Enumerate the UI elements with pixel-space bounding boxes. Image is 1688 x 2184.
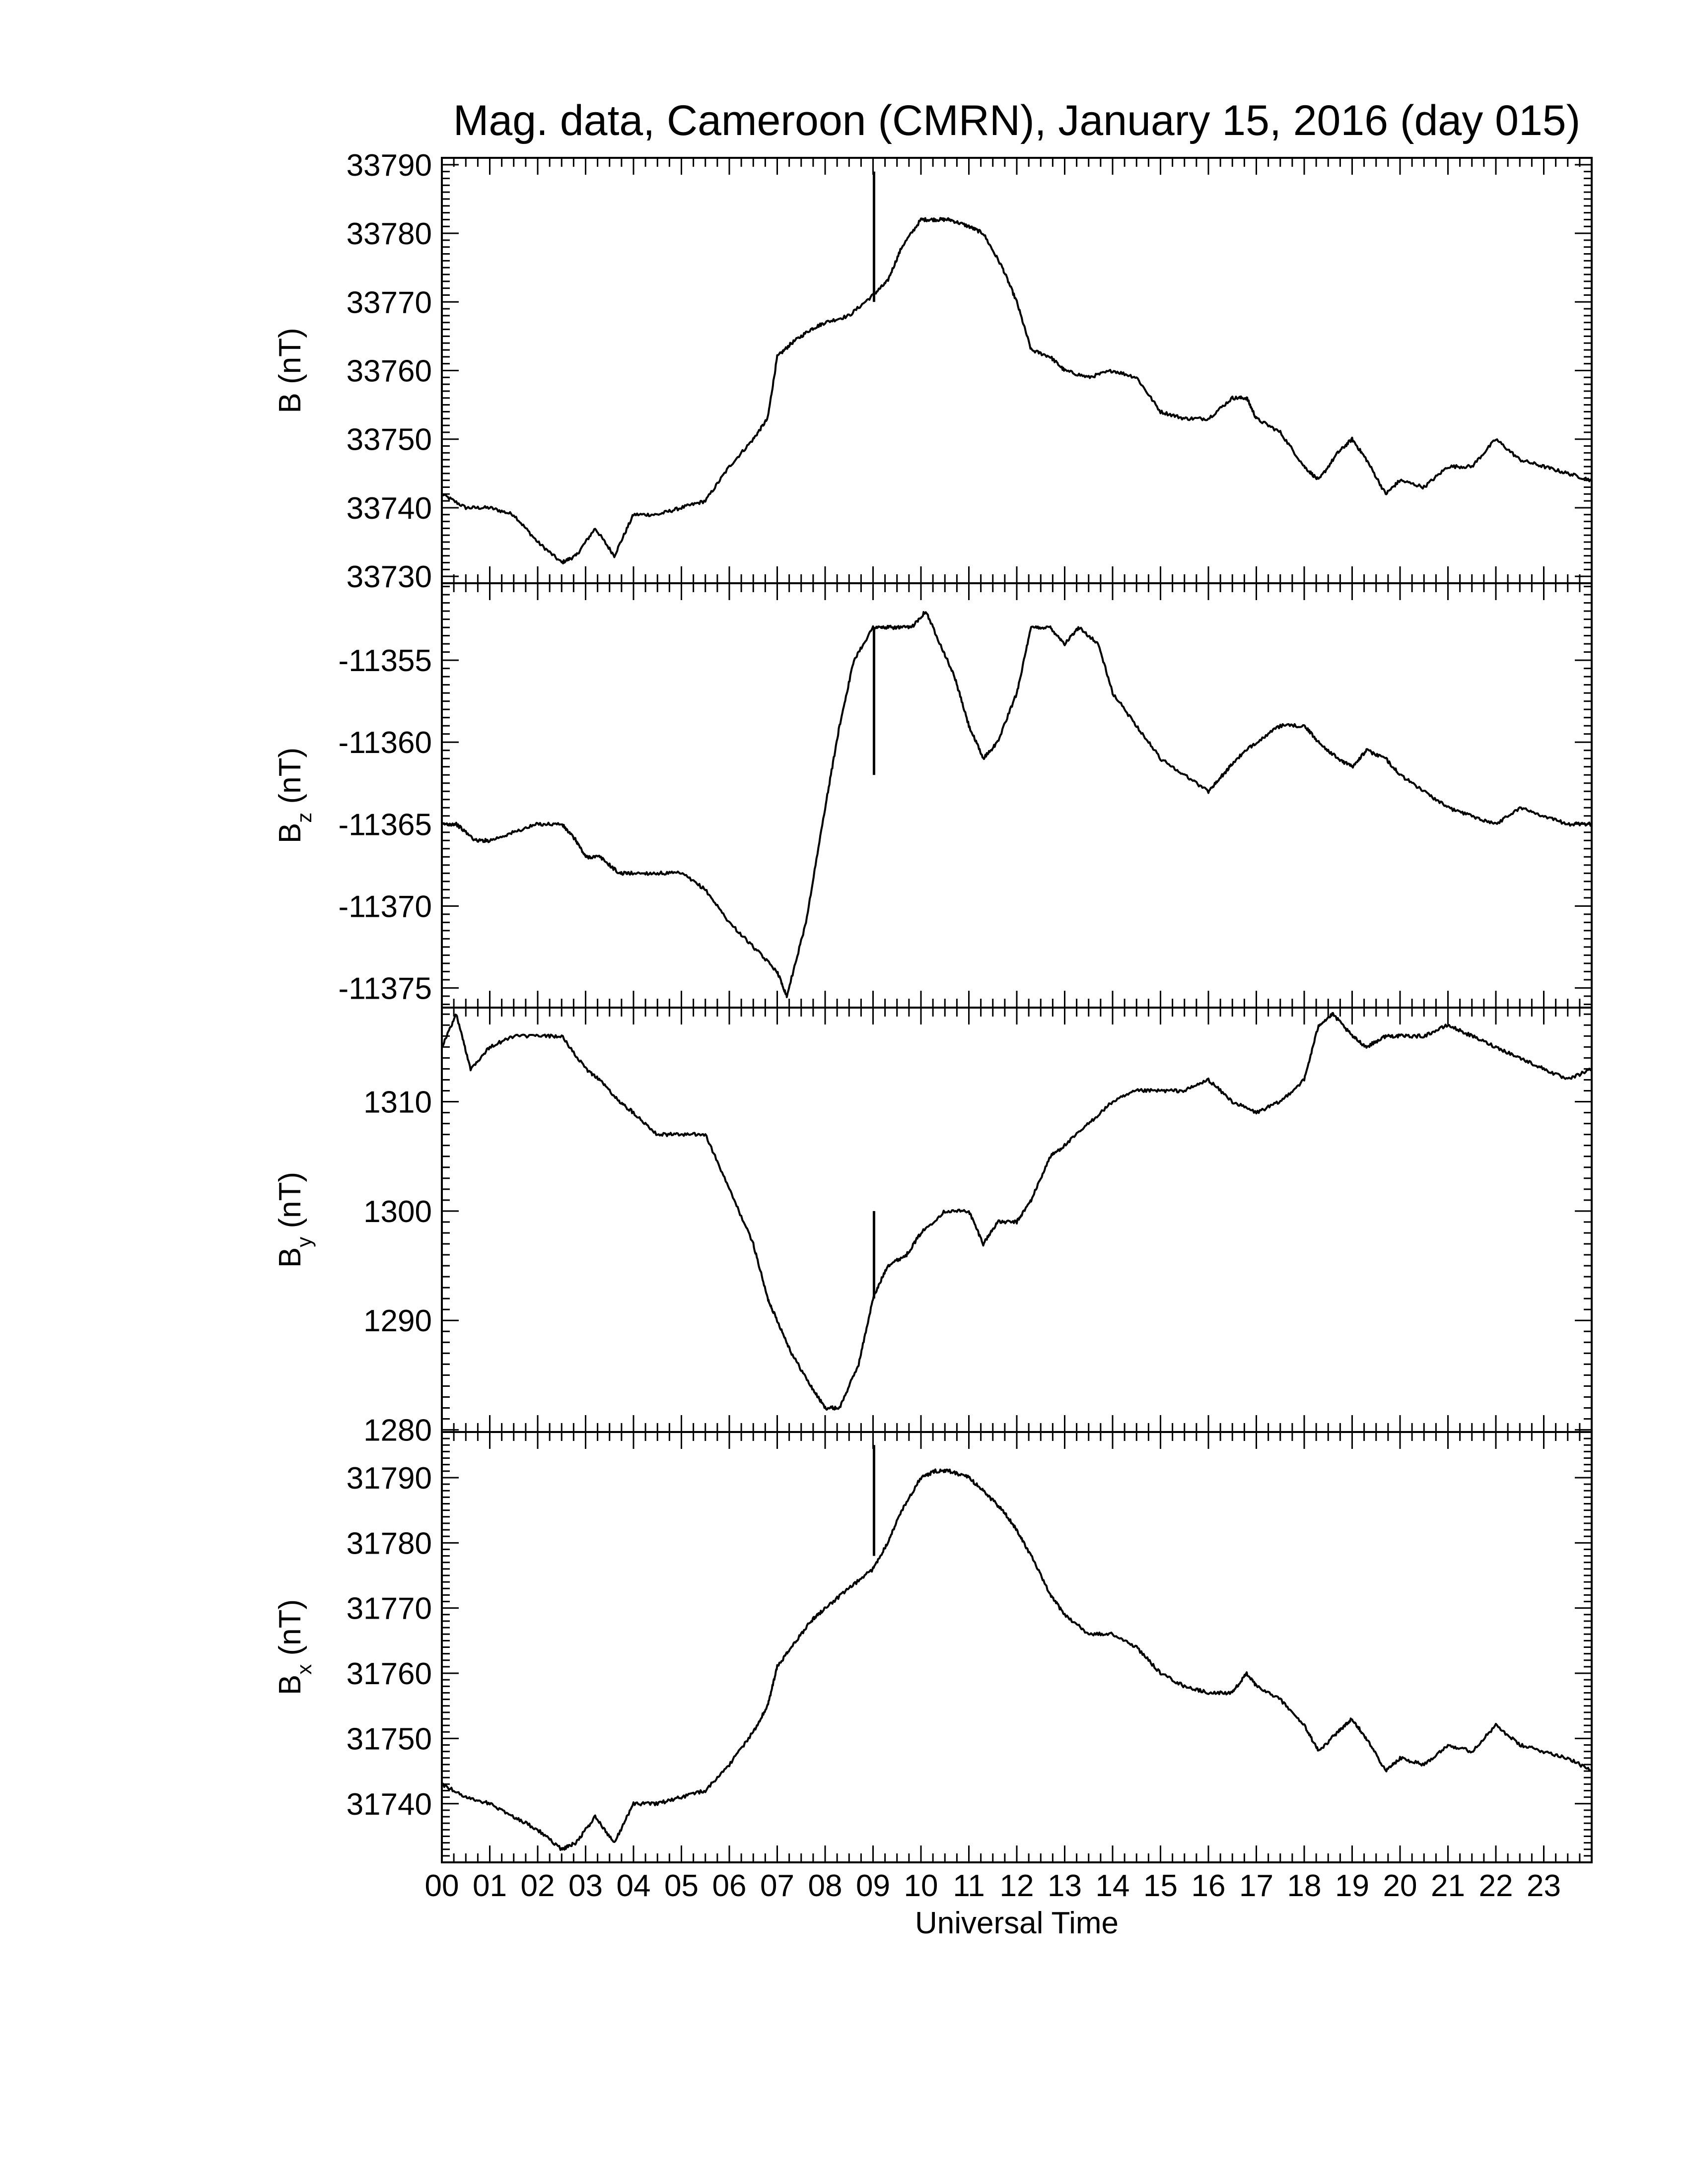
- y-axis-label-subscript: x: [292, 1664, 316, 1675]
- data-trace: [441, 1012, 1593, 1411]
- x-tick-label: 21: [1431, 1869, 1465, 1903]
- y-tick-label: -11375: [339, 971, 432, 1006]
- x-tick-label: 08: [808, 1869, 843, 1903]
- x-tick-label: 12: [1000, 1869, 1034, 1903]
- y-tick-label: 33760: [347, 354, 432, 389]
- y-axis-label: By (nT): [273, 1172, 316, 1268]
- x-tick-label: 23: [1527, 1869, 1561, 1903]
- y-tick-label: 31780: [347, 1526, 432, 1561]
- x-tick-labels: 00 01 02 03 04 05 06 07 08 09 10 11 12 13 14 15 16 17 18 19…: [425, 1869, 1561, 1903]
- y-axis-label-unit: (nT): [273, 328, 307, 393]
- x-tick-label: 07: [760, 1869, 794, 1903]
- y-tick-label: 31760: [347, 1657, 432, 1691]
- x-tick-label: 14: [1096, 1869, 1130, 1903]
- data-trace: [441, 1468, 1592, 1851]
- y-tick-label: 33780: [347, 217, 432, 251]
- x-tick-label: 20: [1383, 1869, 1417, 1903]
- panel-frame: [441, 157, 1593, 584]
- x-tick-label: 19: [1335, 1869, 1369, 1903]
- x-tick-label: 17: [1239, 1869, 1273, 1903]
- data-trace: [441, 611, 1593, 998]
- panel-2: -11355 -11360 -11365 -11370 -11375 Bz (nT): [273, 582, 1593, 1009]
- y-axis-label-symbol: B: [273, 1247, 307, 1268]
- y-tick-label: 1300: [363, 1195, 432, 1229]
- x-tick-label: 06: [712, 1869, 747, 1903]
- x-tick-label: 03: [568, 1869, 603, 1903]
- y-axis-label: Bx (nT): [273, 1599, 316, 1695]
- x-tick-label: 18: [1287, 1869, 1322, 1903]
- x-tick-label: 02: [521, 1869, 555, 1903]
- y-tick-label: 33740: [347, 491, 432, 526]
- panel-3: 1280 1290 1300 1310 By (nT): [273, 1007, 1593, 1448]
- y-axis-label: B (nT): [273, 328, 307, 413]
- panel-1: 33730 33740 33750 33760 33770 33780 33790 B (nT…: [273, 148, 1593, 594]
- y-axis-label-symbol: B: [273, 393, 307, 413]
- y-axis-label-unit: (nT): [273, 748, 307, 813]
- y-tick-label: 31750: [347, 1722, 432, 1756]
- y-tick-label: 33790: [347, 148, 432, 183]
- x-tick-label: 13: [1048, 1869, 1082, 1903]
- y-tick-label: 33730: [347, 560, 432, 594]
- x-tick-label: 10: [904, 1869, 938, 1903]
- x-tick-label: 05: [664, 1869, 699, 1903]
- figure-title: Mag. data, Cameroon (CMRN), January 15, …: [453, 97, 1581, 144]
- y-tick-label: 31740: [347, 1787, 432, 1822]
- y-tick-label: 31770: [347, 1592, 432, 1626]
- data-trace: [441, 217, 1593, 564]
- y-tick-label: -11360: [339, 726, 432, 760]
- y-axis-label-unit: (nT): [273, 1172, 307, 1237]
- panels: 33730 33740 33750 33760 33770 33780 33790 B (nT…: [273, 148, 1593, 1863]
- y-tick-label: 33750: [347, 423, 432, 457]
- x-tick-label: 15: [1143, 1869, 1178, 1903]
- y-tick-label: -11365: [339, 808, 432, 842]
- y-axis-label-unit: (nT): [273, 1599, 307, 1664]
- x-tick-label: 09: [856, 1869, 890, 1903]
- y-tick-label: 1310: [363, 1086, 432, 1120]
- y-axis-label-subscript: y: [292, 1237, 316, 1247]
- panel-frame: [441, 1431, 1593, 1863]
- panel-frame: [441, 582, 1593, 1009]
- x-tick-label: 16: [1192, 1869, 1226, 1903]
- x-tick-label: 01: [473, 1869, 507, 1903]
- y-tick-label: 33770: [347, 285, 432, 320]
- x-axis-label: Universal Time: [915, 1906, 1119, 1940]
- x-tick-label: 00: [425, 1869, 459, 1903]
- y-tick-label: 1290: [363, 1304, 432, 1338]
- y-axis-label-subscript: z: [292, 813, 316, 823]
- x-tick-label: 11: [953, 1869, 985, 1903]
- x-tick-label: 22: [1479, 1869, 1513, 1903]
- y-axis-label-symbol: B: [273, 823, 307, 843]
- y-tick-label: 31790: [347, 1461, 432, 1496]
- y-tick-label: -11355: [339, 644, 432, 678]
- y-tick-label: -11370: [339, 889, 432, 924]
- x-tick-label: 04: [617, 1869, 651, 1903]
- y-tick-label: 1280: [363, 1414, 432, 1448]
- panel-4: 31740 31750 31760 31770 31780 31790 Bx (nT): [273, 1431, 1593, 1863]
- y-axis-label-symbol: B: [273, 1675, 307, 1695]
- y-axis-label: Bz (nT): [273, 748, 316, 843]
